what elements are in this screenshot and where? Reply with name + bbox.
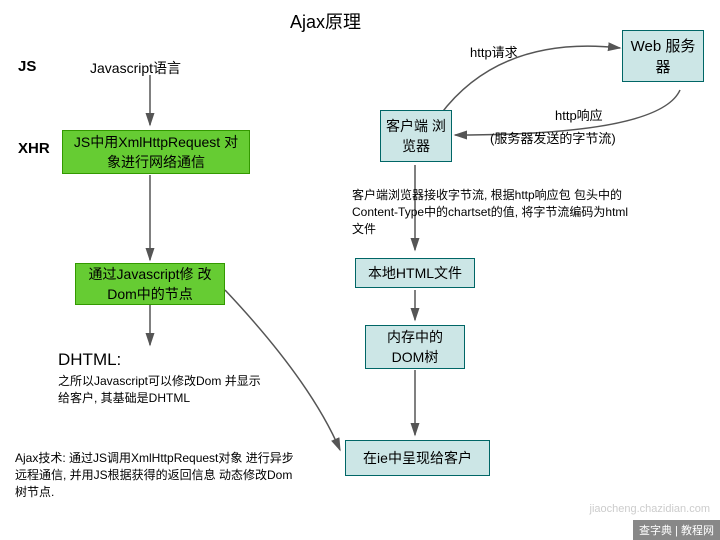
xhr-label: XHR: [18, 140, 50, 157]
web-server-text: Web 服务器: [627, 35, 699, 77]
render-text: 在ie中呈现给客户: [363, 448, 472, 468]
client-text: 客户端浏览器接收字节流, 根据http响应包 包头中的Content-Type中…: [352, 187, 632, 237]
ajax-text: Ajax技术: 通过JS调用XmlHttpRequest对象 进行异步远程通信,…: [15, 450, 295, 500]
local-html-box: 本地HTML文件: [355, 258, 475, 288]
dhtml-text: 之所以Javascript可以修改Dom 并显示给客户, 其基础是DHTML: [58, 373, 268, 407]
dhtml-title: DHTML:: [58, 350, 121, 370]
client-browser-box: 客户端 浏览器: [380, 110, 452, 162]
js-text: Javascript语言: [90, 58, 181, 78]
page-title: Ajax原理: [290, 8, 361, 34]
watermark: 查字典 | 教程网: [633, 520, 720, 540]
dom-tree-text: 内存中的 DOM树: [370, 327, 460, 367]
render-box: 在ie中呈现给客户: [345, 440, 490, 476]
http-req-label: http请求: [470, 42, 518, 61]
web-server-box: Web 服务器: [622, 30, 704, 82]
server-bytes-label: (服务器发送的字节流): [490, 128, 616, 147]
js-modify-text: 通过Javascript修 改Dom中的节点: [80, 264, 220, 304]
js-modify-box: 通过Javascript修 改Dom中的节点: [75, 263, 225, 305]
local-html-text: 本地HTML文件: [368, 263, 462, 283]
watermark-light: jiaocheng.chazidian.com: [590, 503, 710, 515]
client-browser-text: 客户端 浏览器: [385, 116, 447, 156]
xhr-box-text: JS中用XmlHttpRequest 对象进行网络通信: [67, 132, 245, 172]
xhr-box: JS中用XmlHttpRequest 对象进行网络通信: [62, 130, 250, 174]
http-resp-label: http响应: [555, 105, 603, 124]
js-label: JS: [18, 58, 36, 75]
dom-tree-box: 内存中的 DOM树: [365, 325, 465, 369]
